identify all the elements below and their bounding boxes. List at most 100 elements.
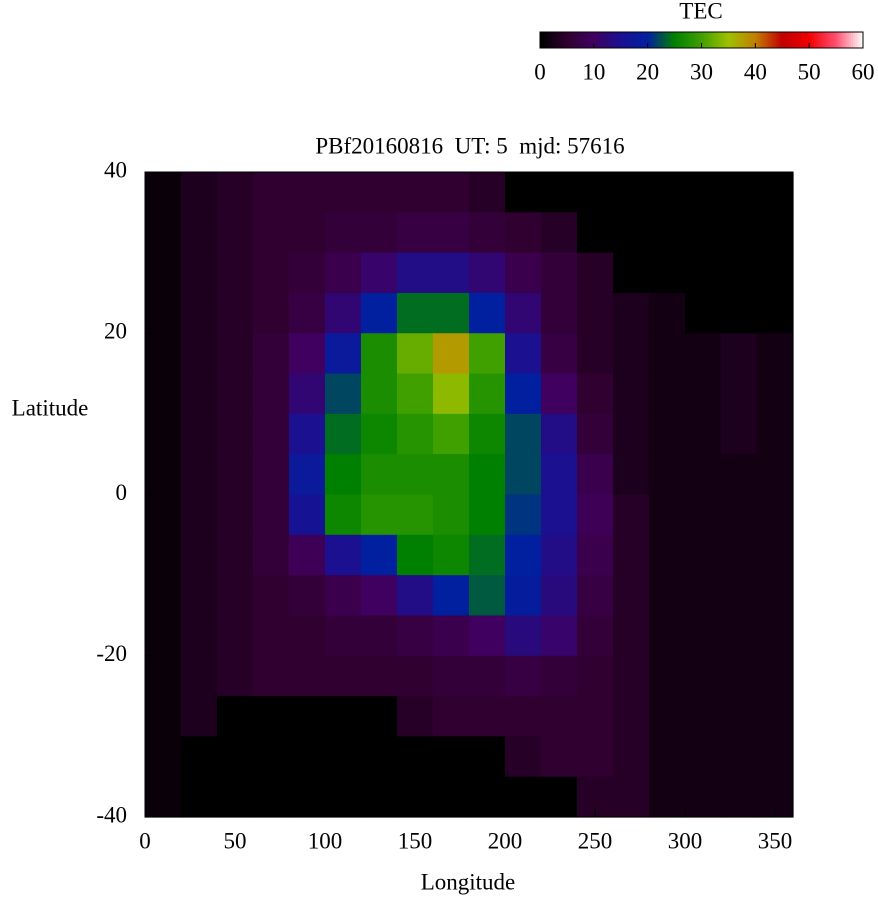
heatmap-cell xyxy=(721,333,758,375)
heatmap-cell xyxy=(577,655,614,697)
heatmap-cell xyxy=(253,212,290,254)
heatmap-cell xyxy=(649,575,686,617)
x-tick-label: 300 xyxy=(668,828,703,853)
colorbar-segment xyxy=(677,32,680,48)
colorbar-segment xyxy=(632,32,636,48)
heatmap-cell xyxy=(685,534,722,576)
heatmap-cell xyxy=(757,212,794,254)
colorbar-segment xyxy=(560,32,563,48)
heatmap-cell xyxy=(397,454,434,496)
heatmap-cell xyxy=(721,655,758,697)
colorbar-segment xyxy=(808,32,812,48)
heatmap-cell xyxy=(397,736,434,778)
colorbar-segment xyxy=(638,32,642,48)
colorbar-segment xyxy=(749,32,753,48)
colorbar-segment xyxy=(780,32,783,48)
heatmap-cell xyxy=(289,172,326,213)
heatmap-cell xyxy=(361,494,398,536)
heatmap-cell xyxy=(181,373,218,415)
heatmap-cell xyxy=(289,454,326,496)
heatmap-cell xyxy=(757,373,794,415)
heatmap-cell xyxy=(577,333,614,375)
heatmap-cell xyxy=(289,655,326,697)
heatmap-cell xyxy=(217,575,254,617)
heatmap-cell xyxy=(649,534,686,576)
heatmap-cell xyxy=(289,494,326,536)
heatmap-cell xyxy=(289,252,326,294)
heatmap-cell xyxy=(613,776,650,818)
heatmap-cell xyxy=(181,736,218,778)
heatmap-cell xyxy=(433,252,470,294)
heatmap-cell xyxy=(505,373,542,415)
colorbar-segment xyxy=(768,32,771,48)
colorbar-segment xyxy=(695,32,698,48)
colorbar-segment xyxy=(651,32,654,48)
heatmap-cell xyxy=(325,292,362,334)
heatmap-cell xyxy=(253,454,290,496)
colorbar-segment xyxy=(812,32,816,48)
heatmap-cell xyxy=(217,494,254,536)
heatmap-cell xyxy=(685,373,722,415)
colorbar-segment xyxy=(830,32,834,48)
heatmap-cell xyxy=(361,172,398,213)
heatmap-cell xyxy=(541,494,578,536)
colorbar-segment xyxy=(540,32,543,48)
heatmap-cell xyxy=(685,696,722,737)
heatmap-cell xyxy=(325,655,362,697)
heatmap-cell xyxy=(685,575,722,617)
heatmap-cell xyxy=(397,172,434,213)
colorbar-segment xyxy=(606,32,610,48)
colorbar-segment xyxy=(745,32,749,48)
colorbar-segment xyxy=(719,32,723,48)
colorbar-segment xyxy=(753,32,757,48)
colorbar-segment xyxy=(802,32,805,48)
colorbar-segment xyxy=(828,32,832,48)
heatmap-cell xyxy=(325,736,362,778)
heatmap-cell xyxy=(145,413,182,455)
colorbar-segment xyxy=(711,32,715,48)
heatmap-cell xyxy=(469,575,506,617)
colorbar-segment xyxy=(794,32,797,48)
heatmap-cell xyxy=(217,252,254,294)
heatmap-cell xyxy=(469,736,506,778)
heatmap-cell xyxy=(433,454,470,496)
colorbar-segment xyxy=(842,32,846,48)
colorbar-segment xyxy=(816,32,820,48)
colorbar-segment xyxy=(544,32,547,48)
y-axis-label: Latitude xyxy=(12,395,89,420)
heatmap-cell xyxy=(217,373,254,415)
heatmap-cell xyxy=(361,736,398,778)
colorbar-segment xyxy=(649,32,652,48)
colorbar-segment xyxy=(743,32,747,48)
x-tick-label: 250 xyxy=(578,828,613,853)
colorbar-segment xyxy=(766,32,769,48)
heatmap-cell xyxy=(613,655,650,697)
colorbar-segment xyxy=(715,32,719,48)
heatmap-cell xyxy=(253,252,290,294)
colorbar-tick-label: 40 xyxy=(744,59,767,84)
heatmap-cell xyxy=(757,333,794,375)
heatmap-cell xyxy=(541,454,578,496)
colorbar-segment xyxy=(616,32,620,48)
heatmap-cell xyxy=(577,696,614,737)
colorbar-segment xyxy=(735,32,739,48)
colorbar-segment xyxy=(644,32,648,48)
heatmap-cell xyxy=(181,494,218,536)
heatmap-cell xyxy=(253,534,290,576)
colorbar-segment xyxy=(626,32,630,48)
heatmap-cell xyxy=(253,333,290,375)
heatmap-cell xyxy=(145,776,182,818)
colorbar-segment xyxy=(691,32,694,48)
colorbar-segment xyxy=(792,32,795,48)
heatmap-cell xyxy=(145,172,182,213)
colorbar-segment xyxy=(701,32,705,48)
heatmap-cell xyxy=(577,575,614,617)
heatmap-cell xyxy=(721,413,758,455)
heatmap-cell xyxy=(361,615,398,657)
colorbar-segment xyxy=(758,32,761,48)
colorbar-segment xyxy=(576,32,579,48)
heatmap-cell xyxy=(253,292,290,334)
colorbar-segment xyxy=(602,32,606,48)
heatmap-cell xyxy=(433,373,470,415)
heatmap-cell xyxy=(145,696,182,737)
